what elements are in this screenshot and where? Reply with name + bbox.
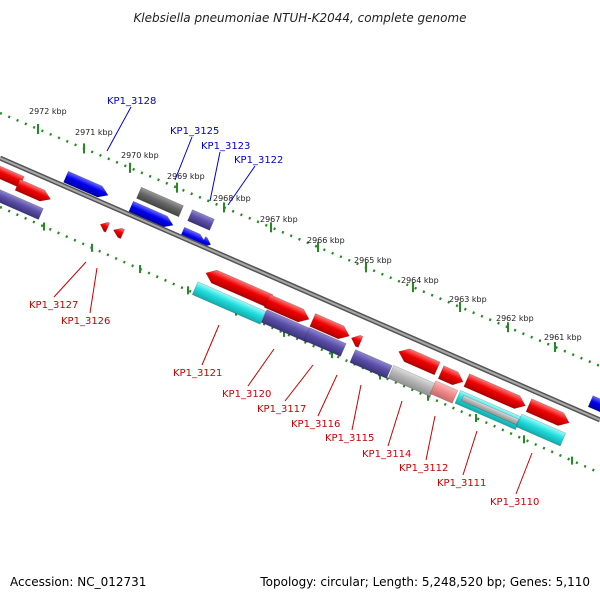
gene-label-kp1-3116: KP1_3116 xyxy=(291,419,340,430)
gene-arrow-gray-h xyxy=(460,394,520,426)
outer-tick-ring xyxy=(0,111,600,368)
gene-label-kp1-3114: KP1_3114 xyxy=(362,449,411,460)
scale-label-2962: 2962 kbp xyxy=(496,314,534,323)
gene-arrow-left-purple xyxy=(0,188,44,220)
gene-arrow-kp1-3127 xyxy=(99,221,111,233)
gene-label-kp1-3112: KP1_3112 xyxy=(399,463,448,474)
gene-label-kp1-3110: KP1_3110 xyxy=(490,497,539,508)
gene-arrow-kp1-3125 xyxy=(136,186,184,218)
gene-label-kp1-3128: KP1_3128 xyxy=(107,96,156,107)
gene-arrow-kp1-3112 xyxy=(429,380,459,404)
gene-arrow-kp1-3115 xyxy=(349,349,393,379)
gene-arrow-kp1-3126 xyxy=(112,227,125,239)
gene-arrow-kp1-3121 xyxy=(191,281,267,325)
gene-arrow-right-blue xyxy=(587,395,600,413)
scale-label-2961: 2961 kbp xyxy=(544,333,582,342)
gene-label-kp1-3127: KP1_3127 xyxy=(29,300,78,311)
gene-arrow-red-g xyxy=(463,373,526,409)
major-ticks xyxy=(37,124,573,465)
gene-arrow-kp1-3123 xyxy=(187,209,215,231)
scale-label-2970: 2970 kbp xyxy=(121,151,159,160)
scale-labels: 2972 kbp 2971 kbp 2970 kbp 2969 kbp 2968… xyxy=(29,107,582,342)
gene-arrow-red-b xyxy=(263,293,310,323)
gene-label-kp1-3111: KP1_3111 xyxy=(437,478,486,489)
gene-label-kp1-3115: KP1_3115 xyxy=(325,433,374,444)
gene-arrow-kp1-3120 xyxy=(260,309,314,343)
gene-label-kp1-3126: KP1_3126 xyxy=(61,316,110,327)
scale-label-2972: 2972 kbp xyxy=(29,107,67,116)
gene-label-kp1-3121: KP1_3121 xyxy=(173,368,222,379)
gene-arrow-kp1-3117 xyxy=(303,327,347,357)
bottom-gene-labels: KP1_3127 KP1_3126 KP1_3121 KP1_3120 KP1_… xyxy=(29,300,539,508)
gene-label-kp1-3117: KP1_3117 xyxy=(257,404,306,415)
bottom-leader-lines xyxy=(53,261,533,495)
gene-label-kp1-3120: KP1_3120 xyxy=(222,389,271,400)
gene-arrow-red-e xyxy=(398,348,441,376)
gene-arrow-kp1-3110 xyxy=(515,413,567,447)
gene-arrow-red-f xyxy=(437,365,464,386)
gene-features xyxy=(0,164,600,447)
scale-label-2964: 2964 kbp xyxy=(401,276,439,285)
gene-arrow-kp1-3124 xyxy=(128,200,174,228)
gene-arrow-red-c xyxy=(309,313,350,340)
accession-text: Accession: NC_012731 xyxy=(10,575,146,589)
scale-label-2965: 2965 kbp xyxy=(354,256,392,265)
scale-label-2963: 2963 kbp xyxy=(449,295,487,304)
genome-summary-text: Topology: circular; Length: 5,248,520 bp… xyxy=(259,575,590,589)
scale-label-2966: 2966 kbp xyxy=(307,236,345,245)
scale-label-2967: 2967 kbp xyxy=(260,215,298,224)
gene-label-kp1-3123: KP1_3123 xyxy=(201,141,250,152)
gene-arrow-left-red-2 xyxy=(14,178,51,202)
map-title: Klebsiella pneumoniae NTUH-K2044, comple… xyxy=(133,11,466,25)
genome-backbone-highlight xyxy=(0,157,600,421)
gene-arrow-red-i xyxy=(525,398,570,426)
gene-arrow-red-d xyxy=(350,334,364,348)
top-leader-lines xyxy=(106,106,256,206)
gene-label-kp1-3122: KP1_3122 xyxy=(234,155,283,166)
gene-arrow-kp1-3128 xyxy=(63,170,109,198)
scale-label-2968: 2968 kbp xyxy=(213,194,251,203)
gene-label-kp1-3125: KP1_3125 xyxy=(170,126,219,137)
scale-label-2971: 2971 kbp xyxy=(75,128,113,137)
inner-tick-ring xyxy=(0,205,600,475)
scale-label-2969: 2969 kbp xyxy=(167,172,205,181)
gene-arrow-kp1-3114 xyxy=(387,364,437,398)
top-gene-labels: KP1_3128 KP1_3125 KP1_3123 KP1_3122 xyxy=(107,96,283,166)
